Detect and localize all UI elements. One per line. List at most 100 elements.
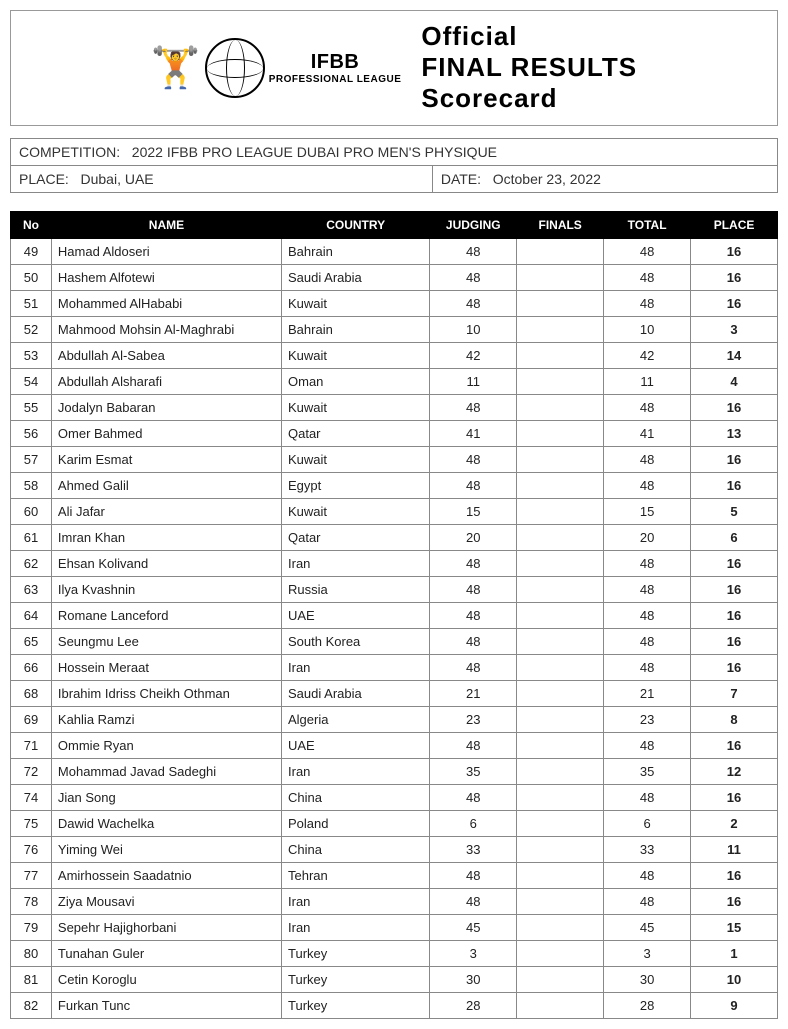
cell-country: Turkey [282,940,430,966]
meta-row-competition: COMPETITION: 2022 IFBB PRO LEAGUE DUBAI … [11,138,778,165]
cell-name: Kahlia Ramzi [51,706,281,732]
cell-no: 75 [11,810,52,836]
cell-place: 16 [691,550,778,576]
cell-name: Cetin Koroglu [51,966,281,992]
bodybuilder-icon: 🏋 [151,48,201,88]
cell-judging: 48 [430,576,517,602]
cell-country: Saudi Arabia [282,680,430,706]
cell-judging: 30 [430,966,517,992]
table-row: 54Abdullah AlsharafiOman11114 [11,368,778,394]
meta-row-place-date: PLACE: Dubai, UAE DATE: October 23, 2022 [11,165,778,192]
cell-place: 15 [691,914,778,940]
cell-country: China [282,784,430,810]
cell-name: Hossein Meraat [51,654,281,680]
cell-total: 48 [604,628,691,654]
cell-finals [517,238,604,264]
cell-country: Iran [282,550,430,576]
cell-no: 62 [11,550,52,576]
cell-place: 7 [691,680,778,706]
table-row: 50Hashem AlfotewiSaudi Arabia484816 [11,264,778,290]
cell-country: Oman [282,368,430,394]
cell-no: 51 [11,290,52,316]
cell-place: 9 [691,992,778,1018]
table-row: 53Abdullah Al-SabeaKuwait424214 [11,342,778,368]
table-row: 65Seungmu LeeSouth Korea484816 [11,628,778,654]
cell-no: 57 [11,446,52,472]
cell-no: 80 [11,940,52,966]
cell-finals [517,914,604,940]
table-row: 61Imran KhanQatar20206 [11,524,778,550]
cell-finals [517,290,604,316]
cell-total: 48 [604,654,691,680]
cell-country: Qatar [282,420,430,446]
cell-country: Bahrain [282,316,430,342]
cell-place: 6 [691,524,778,550]
cell-judging: 48 [430,550,517,576]
cell-name: Hashem Alfotewi [51,264,281,290]
cell-name: Yiming Wei [51,836,281,862]
cell-no: 65 [11,628,52,654]
cell-no: 58 [11,472,52,498]
cell-no: 61 [11,524,52,550]
cell-total: 15 [604,498,691,524]
cell-judging: 6 [430,810,517,836]
cell-total: 48 [604,732,691,758]
cell-total: 48 [604,290,691,316]
cell-finals [517,498,604,524]
cell-name: Hamad Aldoseri [51,238,281,264]
cell-name: Jodalyn Babaran [51,394,281,420]
cell-finals [517,940,604,966]
cell-no: 63 [11,576,52,602]
cell-total: 28 [604,992,691,1018]
cell-finals [517,992,604,1018]
cell-country: Bahrain [282,238,430,264]
cell-total: 30 [604,966,691,992]
cell-place: 1 [691,940,778,966]
cell-place: 16 [691,862,778,888]
cell-place: 13 [691,420,778,446]
cell-place: 16 [691,264,778,290]
col-judging: JUDGING [430,211,517,238]
cell-finals [517,550,604,576]
table-row: 58Ahmed GalilEgypt484816 [11,472,778,498]
cell-name: Mohammad Javad Sadeghi [51,758,281,784]
cell-judging: 48 [430,394,517,420]
table-row: 57Karim EsmatKuwait484816 [11,446,778,472]
table-row: 52Mahmood Mohsin Al-MaghrabiBahrain10103 [11,316,778,342]
cell-place: 5 [691,498,778,524]
cell-no: 60 [11,498,52,524]
table-row: 80Tunahan GulerTurkey331 [11,940,778,966]
cell-place: 16 [691,888,778,914]
cell-country: Turkey [282,966,430,992]
cell-country: Turkey [282,992,430,1018]
cell-total: 48 [604,602,691,628]
cell-total: 42 [604,342,691,368]
cell-country: Kuwait [282,342,430,368]
cell-total: 48 [604,550,691,576]
cell-finals [517,602,604,628]
cell-name: Tunahan Guler [51,940,281,966]
cell-name: Mohammed AlHababi [51,290,281,316]
cell-name: Romane Lanceford [51,602,281,628]
cell-name: Omer Bahmed [51,420,281,446]
cell-total: 3 [604,940,691,966]
cell-total: 48 [604,394,691,420]
results-body: 49Hamad AldoseriBahrain48481650Hashem Al… [11,238,778,1018]
cell-place: 14 [691,342,778,368]
cell-no: 56 [11,420,52,446]
cell-finals [517,264,604,290]
competition-meta: COMPETITION: 2022 IFBB PRO LEAGUE DUBAI … [10,138,778,193]
competition-value: 2022 IFBB PRO LEAGUE DUBAI PRO MEN'S PHY… [132,144,497,160]
meta-date-cell: DATE: October 23, 2022 [432,165,777,192]
table-row: 75Dawid WachelkaPoland662 [11,810,778,836]
cell-judging: 48 [430,472,517,498]
table-row: 76Yiming WeiChina333311 [11,836,778,862]
cell-country: Poland [282,810,430,836]
cell-finals [517,888,604,914]
cell-country: Iran [282,654,430,680]
cell-no: 53 [11,342,52,368]
cell-finals [517,524,604,550]
cell-name: Imran Khan [51,524,281,550]
cell-place: 8 [691,706,778,732]
cell-no: 78 [11,888,52,914]
